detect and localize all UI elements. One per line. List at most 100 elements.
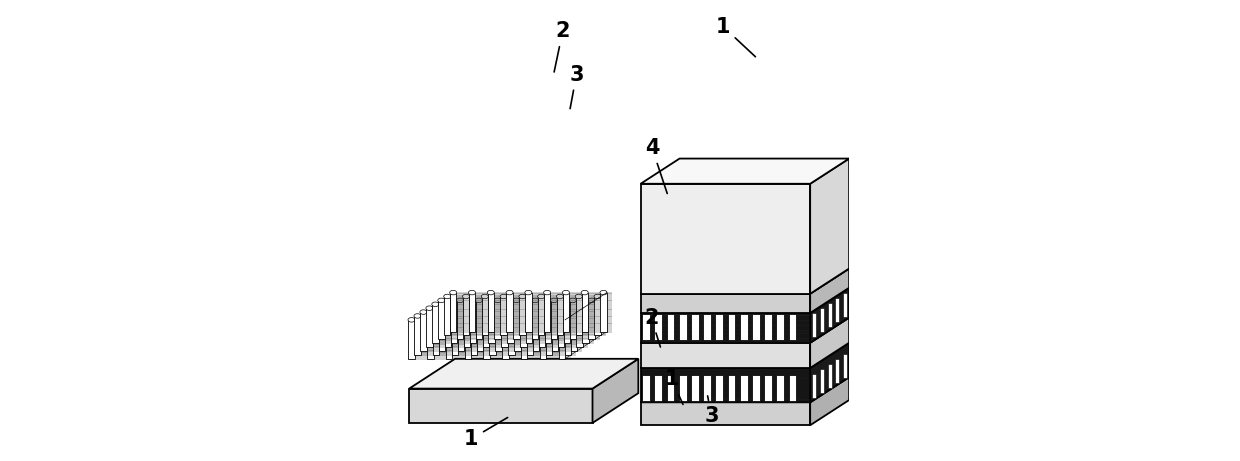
Bar [527, 316, 533, 355]
Ellipse shape [451, 314, 459, 318]
Bar [456, 301, 464, 339]
Bar [427, 320, 434, 359]
Bar [751, 314, 760, 340]
Ellipse shape [482, 306, 490, 310]
Ellipse shape [538, 294, 544, 299]
Ellipse shape [408, 318, 415, 322]
Bar [655, 375, 662, 401]
Bar [533, 312, 539, 351]
Bar [544, 304, 552, 343]
Ellipse shape [481, 294, 489, 299]
Bar [539, 308, 546, 347]
Bar [715, 375, 723, 401]
Bar [470, 304, 476, 343]
Polygon shape [810, 268, 849, 313]
Bar [820, 308, 823, 332]
Bar [520, 308, 527, 347]
Bar [451, 316, 459, 355]
Ellipse shape [513, 298, 520, 302]
Bar [820, 369, 823, 393]
Bar [836, 298, 839, 322]
Bar [463, 296, 469, 336]
Ellipse shape [582, 302, 589, 307]
Bar [728, 314, 735, 340]
Bar [469, 293, 475, 331]
Polygon shape [641, 318, 849, 343]
Ellipse shape [494, 298, 501, 302]
Ellipse shape [563, 302, 570, 307]
Ellipse shape [570, 310, 578, 314]
Bar [444, 296, 450, 336]
Bar [507, 304, 513, 343]
Bar [557, 296, 563, 336]
Ellipse shape [557, 294, 563, 299]
Bar [432, 304, 439, 343]
Polygon shape [641, 313, 810, 343]
Ellipse shape [594, 294, 601, 299]
Ellipse shape [464, 318, 471, 322]
Bar [728, 375, 735, 401]
Bar [458, 312, 464, 351]
Ellipse shape [563, 290, 569, 295]
Ellipse shape [489, 302, 495, 307]
Polygon shape [593, 359, 639, 423]
Polygon shape [641, 377, 849, 402]
Ellipse shape [544, 302, 552, 307]
Bar [414, 316, 420, 355]
Bar [678, 314, 687, 340]
Ellipse shape [558, 318, 565, 322]
Ellipse shape [484, 318, 490, 322]
Bar [740, 314, 748, 340]
Bar [558, 320, 565, 359]
Bar [789, 314, 796, 340]
Ellipse shape [557, 306, 564, 310]
Ellipse shape [444, 294, 451, 299]
Bar [776, 314, 784, 340]
Bar [520, 296, 526, 336]
Bar [495, 301, 501, 339]
Bar [764, 314, 773, 340]
Ellipse shape [425, 306, 433, 310]
Ellipse shape [588, 298, 595, 302]
Bar [464, 308, 470, 347]
Ellipse shape [432, 302, 439, 307]
Ellipse shape [520, 306, 527, 310]
Bar [538, 296, 544, 336]
Bar [827, 303, 832, 327]
Bar [764, 375, 773, 401]
Ellipse shape [495, 310, 502, 314]
Bar [570, 312, 577, 351]
Bar [521, 320, 527, 359]
Bar [546, 316, 552, 355]
Bar [501, 308, 507, 347]
Ellipse shape [513, 310, 521, 314]
Bar [515, 312, 521, 351]
Bar [577, 308, 583, 347]
Bar [594, 296, 600, 336]
Bar [471, 316, 477, 355]
Ellipse shape [552, 310, 558, 314]
Polygon shape [641, 402, 810, 425]
Ellipse shape [546, 314, 553, 318]
Ellipse shape [538, 306, 546, 310]
Bar [563, 293, 569, 331]
Bar [501, 296, 507, 336]
Ellipse shape [526, 302, 533, 307]
Bar [481, 296, 489, 336]
Polygon shape [810, 377, 849, 425]
Bar [476, 301, 482, 339]
Ellipse shape [582, 290, 588, 295]
Ellipse shape [476, 310, 484, 314]
Bar [789, 375, 796, 401]
Bar [564, 316, 570, 355]
Ellipse shape [506, 290, 513, 295]
Bar [506, 293, 513, 331]
Ellipse shape [414, 314, 422, 318]
Bar [751, 375, 760, 401]
Polygon shape [409, 389, 593, 423]
Text: 3: 3 [569, 65, 584, 109]
Polygon shape [641, 184, 810, 294]
Ellipse shape [502, 318, 508, 322]
Bar [489, 304, 495, 343]
Ellipse shape [507, 302, 515, 307]
